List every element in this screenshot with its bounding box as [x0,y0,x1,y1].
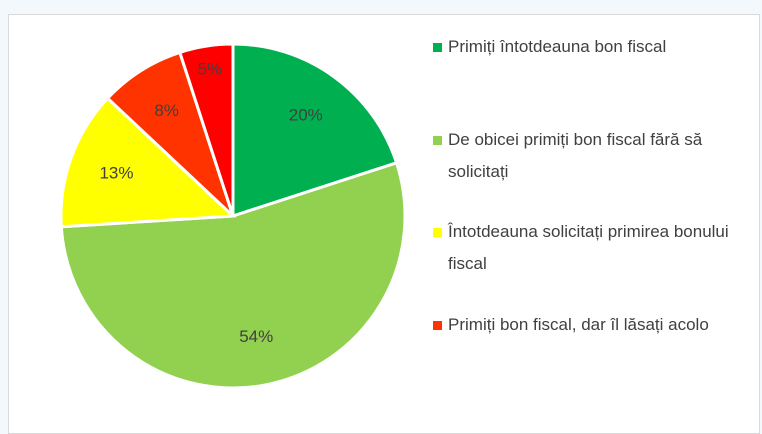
legend-label: Primiți întotdeauna bon fiscal [448,37,667,56]
legend-item: Primiți bon fiscal, dar îl lăsați acolo [433,309,753,341]
pie-slice [59,96,237,229]
legend-swatch [433,228,442,237]
legend-item: Primiți întotdeauna bon fiscal [433,31,753,63]
data-label: 54% [239,327,273,346]
legend-swatch [433,321,442,330]
pie-slice [59,160,407,390]
legend-item: Întotdeauna solicitați primirea bonului … [433,216,753,280]
legend-swatch [433,43,442,52]
data-label: 5% [198,59,223,78]
pie-slice [231,42,399,219]
legend-swatch [433,136,442,145]
data-label: 8% [154,101,179,120]
pie-slice [177,42,235,217]
legend-label: Întotdeauna solicitați primirea bonului … [448,222,729,273]
legend-item: De obicei primiți bon fiscal fără să sol… [433,124,753,188]
data-label: 13% [99,164,133,183]
data-label: 20% [289,105,323,124]
legend-label: De obicei primiți bon fiscal fără să sol… [448,130,703,181]
legend-label: Primiți bon fiscal, dar îl lăsați acolo [448,315,709,334]
